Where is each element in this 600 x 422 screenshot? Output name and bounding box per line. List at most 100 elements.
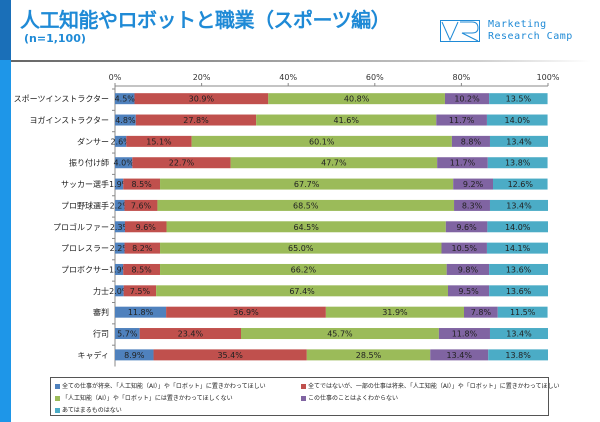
bar-segment <box>497 306 548 318</box>
data-label: 11.7% <box>449 116 475 125</box>
legend-label: 全てではないが、一部の仕事は将来、「人工知能（AI）」や「ロボット」に置きかわっ… <box>308 383 560 390</box>
data-label: 68.5% <box>293 201 319 210</box>
legend-item: この仕事のことはよくわからない <box>301 393 398 402</box>
x-tick-label: 0% <box>109 73 122 82</box>
data-label: 35.4% <box>217 351 243 360</box>
legend-label: あてはまるものはない <box>62 407 122 414</box>
bar-segment <box>115 349 154 361</box>
bar-segment <box>115 263 124 275</box>
bar-segment <box>156 285 448 297</box>
data-label: 2.3% <box>110 223 131 232</box>
data-label: 10.5% <box>452 244 478 253</box>
category-label: 行司 <box>93 329 109 339</box>
bar-segment <box>166 221 446 233</box>
logo-text-line1: Marketing <box>488 19 547 30</box>
legend-label: 「人工知能（AI）」や「ロボット」には置きかわってほしくない <box>62 395 233 402</box>
data-label: 8.9% <box>124 351 145 360</box>
data-label: 13.8% <box>505 159 531 168</box>
data-label: 11.8% <box>128 308 154 317</box>
accent-bar <box>0 0 11 422</box>
category-label: 振り付け師 <box>69 158 109 168</box>
data-label: 64.5% <box>293 223 319 232</box>
data-label: 14.0% <box>505 116 531 125</box>
bar-segment <box>115 157 133 169</box>
bar-segment <box>306 349 431 361</box>
bar-segment <box>115 221 125 233</box>
bar-segment <box>153 349 307 361</box>
bar-segment <box>124 221 167 233</box>
data-label: 10.2% <box>454 95 480 104</box>
bar-segment <box>447 285 490 297</box>
legend-item: 全ての仕事が将来、「人工知能（AI）」や「ロボット」に置きかわってほしい <box>55 381 266 390</box>
bar-segment <box>157 199 455 211</box>
bar-segment <box>463 306 498 318</box>
bar-segment <box>451 135 490 147</box>
bar-segment <box>135 114 257 126</box>
bar-segment <box>115 242 125 254</box>
data-label: 22.7% <box>169 159 195 168</box>
bar-segment <box>124 199 158 211</box>
data-label: 11.7% <box>450 159 476 168</box>
bar-segment <box>446 263 490 275</box>
data-label: 9.6% <box>136 223 157 232</box>
bar-segment <box>256 114 437 126</box>
data-label: 9.2% <box>463 180 484 189</box>
legend-label: 全ての仕事が将来、「人工知能（AI）」や「ロボット」に置きかわってほしい <box>62 383 266 390</box>
bar-segment <box>489 263 548 275</box>
x-tick-label: 100% <box>537 73 560 82</box>
data-label: 31.9% <box>382 308 408 317</box>
bar-segment <box>438 328 490 340</box>
data-label: 47.7% <box>321 159 347 168</box>
data-label: 60.1% <box>309 137 335 146</box>
bar-segment <box>160 263 447 275</box>
accent-bar-top <box>0 0 11 60</box>
category-label: プロゴルファー <box>53 222 109 232</box>
data-label: 41.6% <box>334 116 360 125</box>
bar-segment <box>115 135 127 147</box>
data-label: 45.7% <box>327 330 353 339</box>
data-label: 36.9% <box>233 308 259 317</box>
bar-segment <box>132 157 231 169</box>
bar-segment <box>487 157 548 169</box>
data-label: 11.8% <box>452 330 478 339</box>
logo-text-line2: Research Camp <box>488 31 573 42</box>
data-label: 13.6% <box>506 265 532 274</box>
bar-segment <box>487 221 548 233</box>
bar-segment <box>241 328 439 340</box>
x-tick-label: 40% <box>279 73 297 82</box>
data-label: 1.9% <box>109 180 130 189</box>
legend-label: この仕事のことはよくわからない <box>308 395 399 402</box>
data-label: 9.8% <box>458 265 479 274</box>
bar-segment <box>486 242 548 254</box>
bar-segment <box>488 349 548 361</box>
data-label: 11.5% <box>510 308 536 317</box>
x-tick-label: 60% <box>366 73 384 82</box>
bar-segment <box>444 93 490 105</box>
data-label: 27.8% <box>183 116 209 125</box>
bar-segment <box>115 199 125 211</box>
bar-segment <box>489 285 548 297</box>
data-label: 15.1% <box>146 137 172 146</box>
data-label: 9.6% <box>456 223 477 232</box>
bar-segment <box>437 157 488 169</box>
data-label: 2.2% <box>110 244 131 253</box>
category-label: プロレスラー <box>61 244 109 253</box>
bar-segment <box>139 328 242 340</box>
legend-swatch <box>301 396 306 401</box>
bar-segment <box>430 349 489 361</box>
data-label: 8.3% <box>462 201 483 210</box>
data-label: 8.8% <box>461 137 482 146</box>
data-label: 5.7% <box>117 330 138 339</box>
bar-segment <box>115 114 136 126</box>
category-label: プロボクサー <box>61 265 109 274</box>
data-label: 1.9% <box>109 265 130 274</box>
bar-segment <box>123 285 157 297</box>
data-label: 9.5% <box>458 287 479 296</box>
bar-segment <box>160 178 454 190</box>
legend-item: 全てではないが、一部の仕事は将来、「人工知能（AI）」や「ロボット」に置きかわっ… <box>301 381 559 390</box>
bar-segment <box>115 178 124 190</box>
bar-segment <box>160 242 442 254</box>
legend-item: あてはまるものはない <box>55 405 122 414</box>
bar-segment <box>123 263 161 275</box>
data-label: 7.5% <box>130 287 151 296</box>
